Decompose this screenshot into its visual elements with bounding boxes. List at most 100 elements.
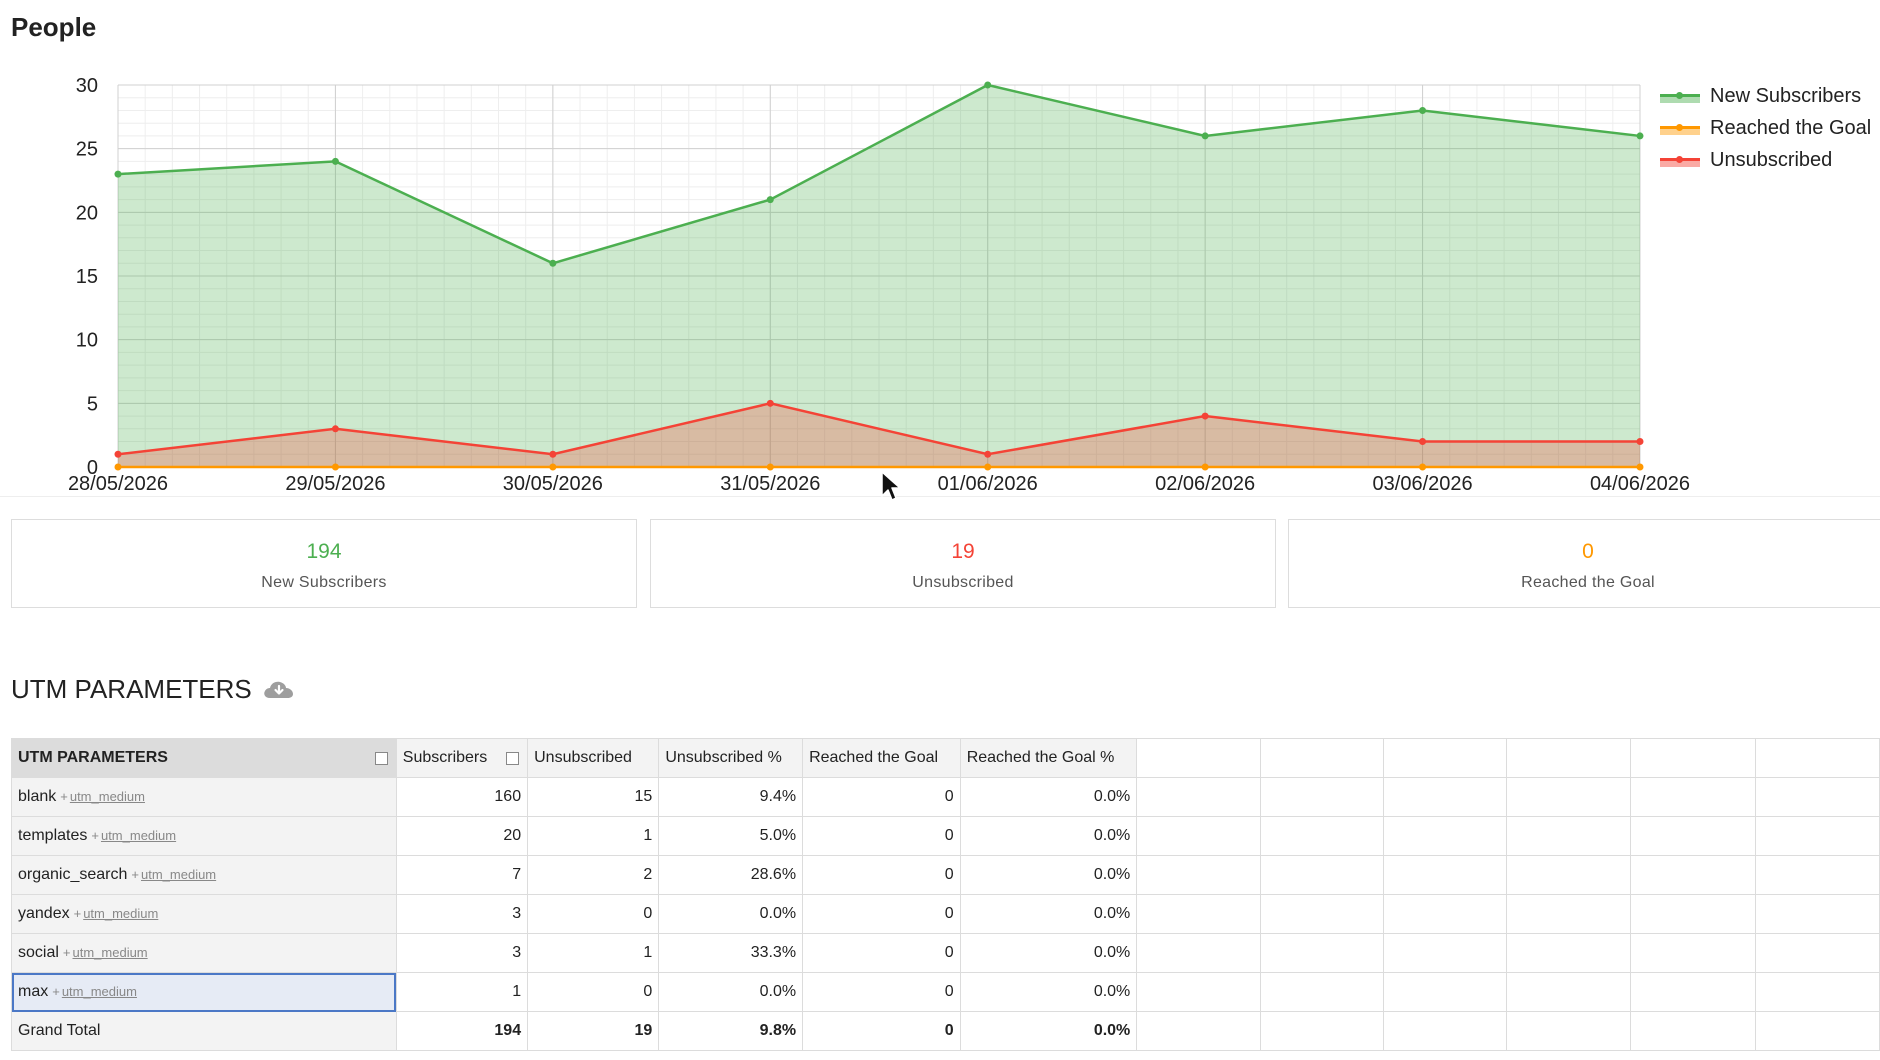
utm-name-cell[interactable]: templates + utm_medium [11,816,397,856]
empty-cell[interactable] [1506,816,1632,856]
unsubscribed-pct-cell[interactable]: 9.4% [658,777,804,817]
reached-cell[interactable]: 0 [802,894,961,934]
empty-cell[interactable] [1382,855,1508,895]
empty-cell[interactable] [1506,972,1632,1012]
unsubscribed-pct-cell[interactable]: 9.8% [658,1011,804,1051]
utm-name-cell[interactable]: blank + utm_medium [11,777,397,817]
reached-pct-cell[interactable]: 0.0% [959,894,1138,934]
empty-cell[interactable] [1259,816,1384,856]
column-header-unsubscribed[interactable]: Unsubscribed [527,738,660,778]
empty-cell[interactable] [1136,1011,1261,1051]
column-header-reached-pct[interactable]: Reached the Goal % [959,738,1138,778]
empty-cell[interactable] [1382,1011,1508,1051]
empty-cell[interactable] [1754,855,1880,895]
reached-cell[interactable]: 0 [802,816,961,856]
utm-name-cell[interactable]: organic_search + utm_medium [11,855,397,895]
empty-cell[interactable] [1754,1011,1880,1051]
legend-item-reached-goal[interactable]: Reached the Goal [1660,112,1871,144]
reached-cell[interactable]: 0 [802,1011,961,1051]
empty-cell[interactable] [1259,777,1384,817]
unsubscribed-pct-cell[interactable]: 0.0% [658,972,804,1012]
unsubscribed-cell[interactable]: 0 [527,972,660,1012]
utm-name-cell[interactable]: Grand Total [11,1011,397,1051]
reached-cell[interactable]: 0 [802,855,961,895]
empty-cell[interactable] [1382,816,1508,856]
empty-cell[interactable] [1630,933,1756,973]
empty-cell[interactable] [1754,933,1880,973]
empty-cell[interactable] [1259,1011,1384,1051]
legend-item-unsubscribed[interactable]: Unsubscribed [1660,144,1871,176]
subscribers-cell[interactable]: 160 [395,777,529,817]
empty-cell[interactable] [1382,972,1508,1012]
reached-pct-cell[interactable]: 0.0% [959,816,1138,856]
reached-cell[interactable]: 0 [802,777,961,817]
utm-name-cell[interactable]: social + utm_medium [11,933,397,973]
column-header-reached[interactable]: Reached the Goal [802,738,961,778]
empty-cell[interactable] [1630,816,1756,856]
expand-utm-medium-link[interactable]: + utm_medium [60,789,145,804]
empty-cell[interactable] [1754,894,1880,934]
reached-pct-cell[interactable]: 0.0% [959,1011,1138,1051]
empty-cell[interactable] [1259,894,1384,934]
expand-utm-medium-link[interactable]: + utm_medium [131,867,216,882]
expand-utm-medium-link[interactable]: + utm_medium [52,984,137,999]
empty-cell[interactable] [1259,933,1384,973]
table-row[interactable]: social + utm_medium 3 1 33.3% 0 0.0% [11,933,1880,973]
subscribers-cell[interactable]: 7 [395,855,529,895]
table-row[interactable]: blank + utm_medium 160 15 9.4% 0 0.0% [11,777,1880,817]
expand-utm-medium-link[interactable]: + utm_medium [91,828,176,843]
subscribers-cell[interactable]: 1 [395,972,529,1012]
table-row[interactable]: yandex + utm_medium 3 0 0.0% 0 0.0% [11,894,1880,934]
empty-cell[interactable] [1136,894,1261,934]
empty-cell[interactable] [1259,972,1384,1012]
empty-cell[interactable] [1506,894,1632,934]
column-header-utm[interactable]: UTM PARAMETERS [11,738,397,778]
unsubscribed-pct-cell[interactable]: 33.3% [658,933,804,973]
collapse-checkbox[interactable] [374,751,388,765]
empty-cell[interactable] [1259,855,1384,895]
empty-cell[interactable] [1136,972,1261,1012]
empty-cell[interactable] [1630,855,1756,895]
unsubscribed-cell[interactable]: 0 [527,894,660,934]
reached-pct-cell[interactable]: 0.0% [959,972,1138,1012]
reached-cell[interactable]: 0 [802,933,961,973]
reached-pct-cell[interactable]: 0.0% [959,777,1138,817]
table-row[interactable]: max + utm_medium 1 0 0.0% 0 0.0% [11,972,1880,1012]
subscribers-cell[interactable]: 3 [395,894,529,934]
empty-cell[interactable] [1506,777,1632,817]
unsubscribed-pct-cell[interactable]: 28.6% [658,855,804,895]
empty-cell[interactable] [1754,816,1880,856]
utm-name-cell[interactable]: max + utm_medium [11,972,397,1012]
empty-cell[interactable] [1136,855,1261,895]
reached-pct-cell[interactable]: 0.0% [959,933,1138,973]
empty-cell[interactable] [1382,933,1508,973]
empty-cell[interactable] [1506,855,1632,895]
unsubscribed-pct-cell[interactable]: 5.0% [658,816,804,856]
empty-cell[interactable] [1506,933,1632,973]
column-header-subscribers[interactable]: Subscribers [395,738,529,778]
empty-cell[interactable] [1630,1011,1756,1051]
expand-utm-medium-link[interactable]: + utm_medium [63,945,148,960]
table-row[interactable]: organic_search + utm_medium 7 2 28.6% 0 0.0% [11,855,1880,895]
unsubscribed-cell[interactable]: 15 [527,777,660,817]
empty-cell[interactable] [1136,816,1261,856]
subscribers-cell[interactable]: 194 [395,1011,529,1051]
empty-cell[interactable] [1382,777,1508,817]
empty-cell[interactable] [1382,894,1508,934]
empty-cell[interactable] [1136,933,1261,973]
column-header-unsubscribed-pct[interactable]: Unsubscribed % [658,738,804,778]
unsubscribed-cell[interactable]: 19 [527,1011,660,1051]
empty-cell[interactable] [1136,777,1261,817]
cloud-download-icon[interactable] [262,678,296,702]
legend-item-new-subscribers[interactable]: New Subscribers [1660,80,1871,112]
utm-name-cell[interactable]: yandex + utm_medium [11,894,397,934]
reached-pct-cell[interactable]: 0.0% [959,855,1138,895]
grand-total-row[interactable]: Grand Total 194 19 9.8% 0 0.0% [11,1011,1880,1051]
unsubscribed-cell[interactable]: 1 [527,816,660,856]
subscribers-cell[interactable]: 3 [395,933,529,973]
table-row[interactable]: templates + utm_medium 20 1 5.0% 0 0.0% [11,816,1880,856]
unsubscribed-pct-cell[interactable]: 0.0% [658,894,804,934]
empty-cell[interactable] [1506,1011,1632,1051]
empty-cell[interactable] [1754,777,1880,817]
empty-cell[interactable] [1754,972,1880,1012]
